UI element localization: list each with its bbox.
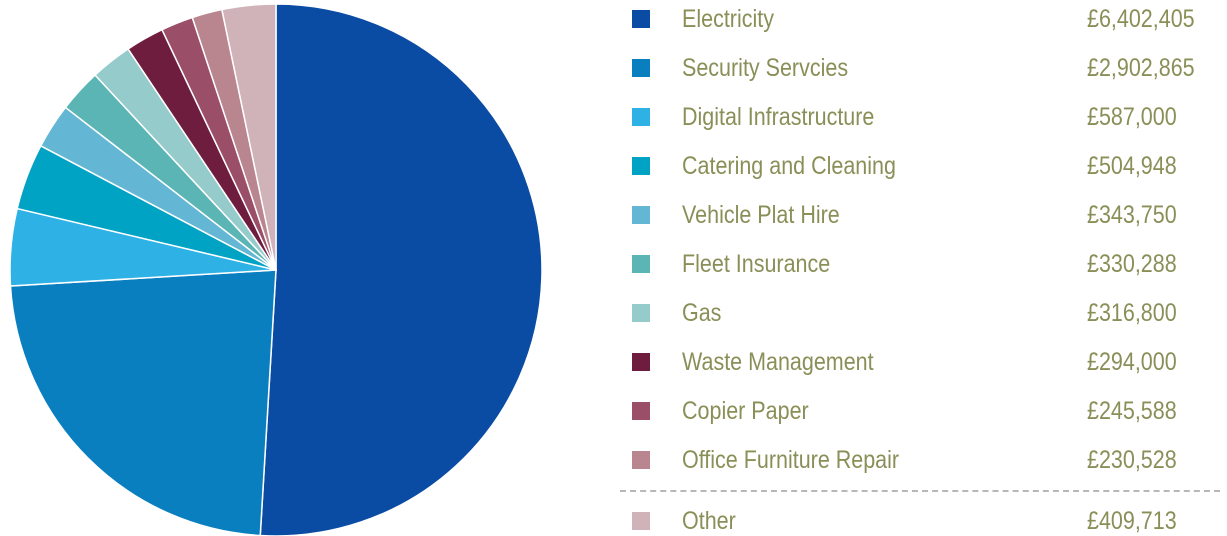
legend-label: Vehicle Plat Hire (682, 200, 840, 229)
legend-value: £230,528 (1087, 445, 1177, 474)
legend-swatch (632, 108, 650, 126)
legend-label: Waste Management (682, 347, 874, 376)
legend-value: £2,902,865 (1087, 53, 1195, 82)
legend-label: Gas (682, 298, 722, 327)
legend-label: Digital Infrastructure (682, 102, 875, 131)
legend-swatch (632, 59, 650, 77)
legend-label: Office Furniture Repair (682, 445, 900, 474)
legend-swatch (632, 10, 650, 28)
legend-item-electricity: Electricity £6,402,405 (620, 4, 1220, 34)
pie-slice-other (221, 3, 277, 271)
legend-item-gas: Gas £316,800 (620, 298, 1220, 328)
legend-value: £245,588 (1087, 396, 1177, 425)
legend-divider (620, 490, 1220, 492)
legend-swatch (632, 402, 650, 420)
legend-label: Catering and Cleaning (682, 151, 896, 180)
legend-swatch (632, 512, 650, 530)
legend-value: £316,800 (1087, 298, 1177, 327)
legend-swatch (632, 206, 650, 224)
legend-swatch (632, 255, 650, 273)
legend-item-catering-and-cleaning: Catering and Cleaning £504,948 (620, 151, 1220, 181)
legend-swatch (632, 353, 650, 371)
legend-label: Security Servcies (682, 53, 849, 82)
pie-slice-electricity (259, 3, 543, 536)
legend-label: Electricity (682, 4, 774, 33)
pie-chart (9, 3, 543, 536)
legend-label: Other (682, 506, 736, 535)
legend-item-fleet-insurance: Fleet Insurance £330,288 (620, 249, 1220, 279)
legend-item-waste-management: Waste Management £294,000 (620, 347, 1220, 377)
pie-slice-security-servcies (9, 269, 277, 536)
legend-label: Fleet Insurance (682, 249, 831, 278)
legend-value: £504,948 (1087, 151, 1177, 180)
legend-value: £330,288 (1087, 249, 1177, 278)
legend-item-vehicle-plat-hire: Vehicle Plat Hire £343,750 (620, 200, 1220, 230)
legend-value: £6,402,405 (1087, 4, 1195, 33)
legend-item-other: Other £409,713 (620, 506, 1220, 536)
legend-value: £587,000 (1087, 102, 1177, 131)
legend-swatch (632, 157, 650, 175)
legend-swatch (632, 451, 650, 469)
legend-value: £409,713 (1087, 506, 1177, 535)
legend-item-office-furniture-repair: Office Furniture Repair £230,528 (620, 445, 1220, 475)
legend-swatch (632, 304, 650, 322)
legend-item-security-servcies: Security Servcies £2,902,865 (620, 53, 1220, 83)
legend-item-copier-paper: Copier Paper £245,588 (620, 396, 1220, 426)
legend-label: Copier Paper (682, 396, 809, 425)
legend: Electricity £6,402,405 Security Servcies £2… (620, 0, 1220, 536)
legend-value: £294,000 (1087, 347, 1177, 376)
legend-item-digital-infrastructure: Digital Infrastructure £587,000 (620, 102, 1220, 132)
legend-value: £343,750 (1087, 200, 1177, 229)
